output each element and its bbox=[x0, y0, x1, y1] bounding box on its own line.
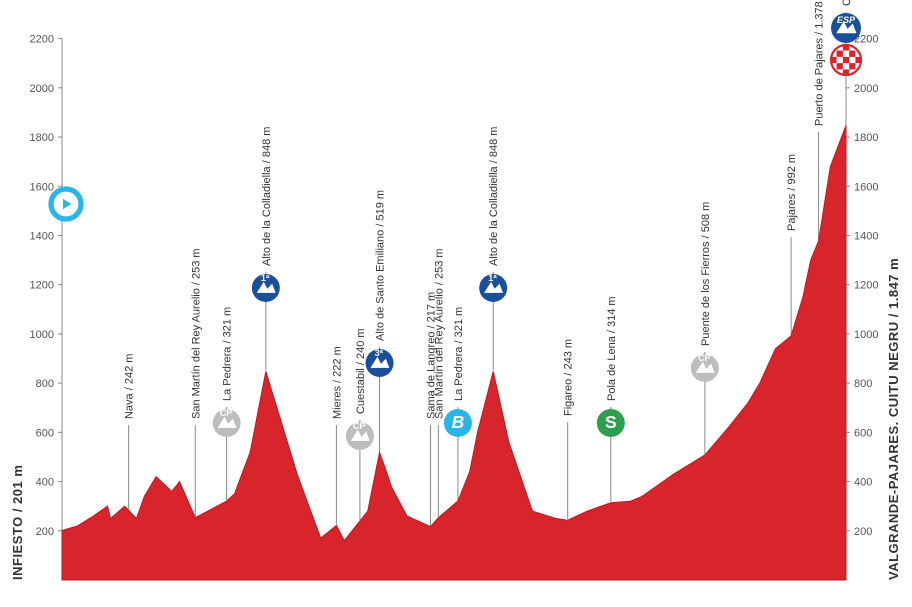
cp-icon: CP bbox=[346, 421, 374, 450]
cat1-icon: 1ª bbox=[252, 273, 280, 302]
poi-label: Cuestabil / 240 m bbox=[355, 328, 367, 414]
y-tick-right: 2000 bbox=[854, 83, 878, 95]
poi-label: Alto de la Colladiella / 848 m bbox=[488, 127, 500, 266]
poi-label: La Pedrera / 321 m bbox=[453, 307, 465, 401]
poi-label: Alto de la Colladiella / 848 m bbox=[261, 127, 273, 266]
y-tick-right: 800 bbox=[854, 378, 872, 390]
poi-label: Cuitu Negru / 1.847 m bbox=[841, 0, 853, 6]
sprint-icon: S bbox=[597, 409, 625, 437]
elevation-profile-chart: 200 200 400 400 600 600 800 800 1000 1000 1200 1200… bbox=[0, 0, 912, 607]
poi-label: Puerto de Pajares / 1.378 m bbox=[814, 0, 826, 126]
poi-label: La Pedrera / 321 m bbox=[222, 307, 234, 401]
y-tick-left: 200 bbox=[36, 526, 54, 538]
svg-text:B: B bbox=[452, 412, 465, 432]
cp-icon: CP bbox=[691, 353, 719, 382]
svg-text:1ª: 1ª bbox=[261, 273, 270, 283]
svg-text:ESP: ESP bbox=[837, 15, 856, 25]
esp-icon: ESP bbox=[831, 13, 861, 43]
finish-label: VALGRANDE-PAJARES. CUITU NEGRU / 1.847 m bbox=[886, 258, 901, 580]
start-label: INFIESTO / 201 m bbox=[10, 465, 25, 580]
y-tick-left: 1600 bbox=[30, 181, 54, 193]
poi-label: Mieres / 222 m bbox=[331, 346, 343, 419]
svg-text:CP: CP bbox=[220, 408, 233, 418]
y-tick-left: 1200 bbox=[30, 280, 54, 292]
start-icon bbox=[51, 189, 81, 219]
svg-text:3ª: 3ª bbox=[375, 348, 384, 358]
y-tick-left: 400 bbox=[36, 477, 54, 489]
cat1-icon: 1ª bbox=[479, 273, 507, 302]
y-tick-right: 1000 bbox=[854, 329, 878, 341]
poi-label: Puente de los Fierros / 508 m bbox=[700, 202, 712, 346]
y-tick-left: 1400 bbox=[30, 230, 54, 242]
svg-text:CP: CP bbox=[353, 421, 366, 431]
svg-text:CP: CP bbox=[698, 353, 711, 363]
y-tick-right: 400 bbox=[854, 477, 872, 489]
poi-label: Pola de Lena / 314 m bbox=[606, 296, 618, 401]
y-tick-right: 200 bbox=[854, 526, 872, 538]
y-tick-right: 1200 bbox=[854, 280, 878, 292]
poi-label: Nava / 242 m bbox=[124, 354, 136, 419]
y-tick-right: 1400 bbox=[854, 230, 878, 242]
cp-icon: CP bbox=[213, 408, 241, 437]
poi-label: Figareo / 243 m bbox=[563, 339, 575, 416]
poi-label: San Martín del Rey Aurelio / 253 m bbox=[190, 248, 202, 419]
bonus-icon: B bbox=[444, 409, 472, 437]
y-tick-left: 800 bbox=[36, 378, 54, 390]
y-tick-left: 2000 bbox=[30, 83, 54, 95]
svg-text:S: S bbox=[605, 412, 617, 432]
y-tick-left: 600 bbox=[36, 427, 54, 439]
poi-label: Alto de Santo Emiliano / 519 m bbox=[375, 190, 387, 341]
poi-label: San Martín del Rey Aurelio / 253 m bbox=[433, 248, 445, 419]
cat3-icon: 3ª bbox=[366, 348, 394, 377]
y-tick-right: 1800 bbox=[854, 132, 878, 144]
y-tick-right: 600 bbox=[854, 427, 872, 439]
y-tick-left: 1800 bbox=[30, 132, 54, 144]
svg-text:1ª: 1ª bbox=[488, 273, 497, 283]
y-tick-left: 2200 bbox=[30, 34, 54, 46]
poi-label: Pajares / 992 m bbox=[786, 154, 798, 231]
finish-icon bbox=[830, 44, 862, 76]
y-tick-right: 1600 bbox=[854, 181, 878, 193]
y-tick-left: 1000 bbox=[30, 329, 54, 341]
